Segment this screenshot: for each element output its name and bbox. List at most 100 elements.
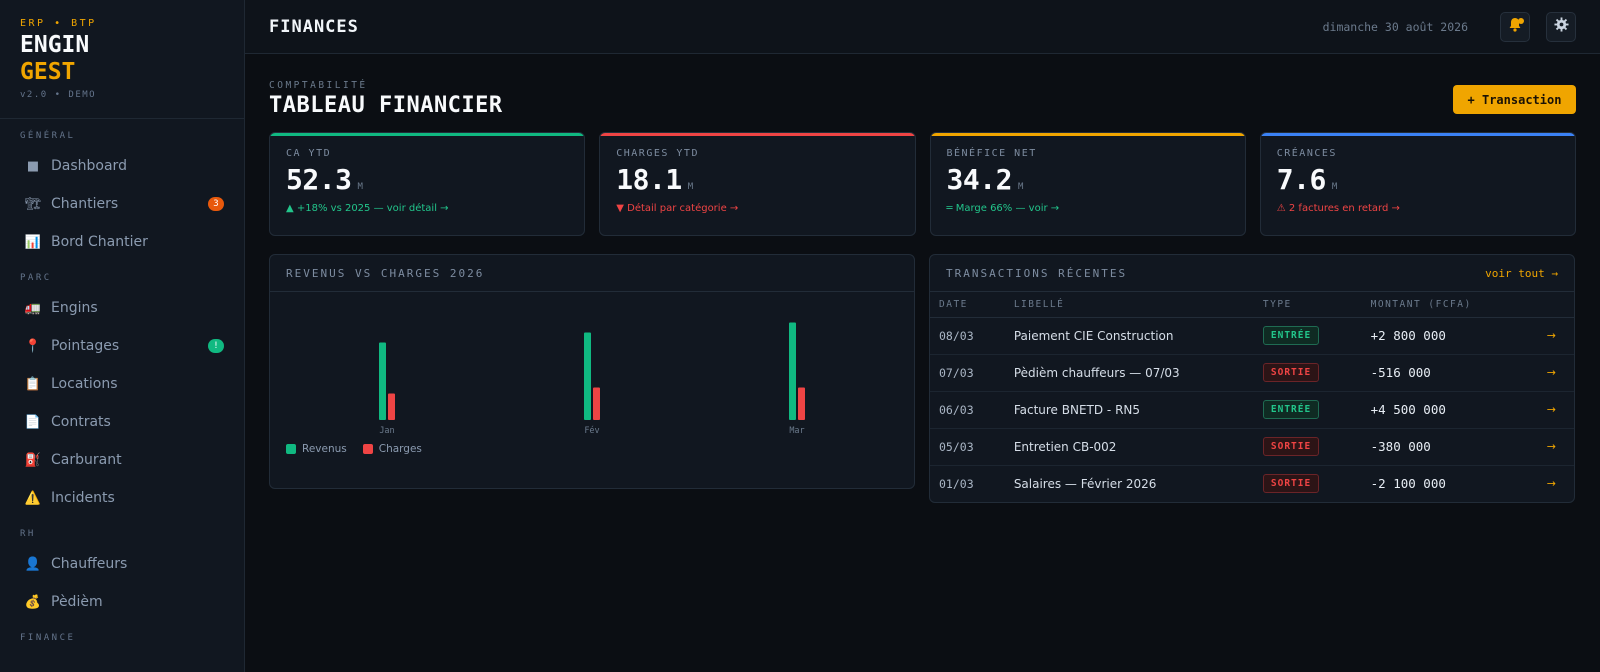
legend-item-revenus: Revenus (286, 443, 347, 455)
nav-section-finance: FINANCE (20, 633, 76, 643)
tx-type-badge: SORTIE (1262, 474, 1320, 493)
chart-title: REVENUS VS CHARGES 2026 (286, 266, 485, 280)
tx-amount: -380 000 (1361, 428, 1531, 466)
kpi-accent-bar (600, 133, 915, 136)
sidebar-item-label: Locations (51, 376, 118, 392)
topbar: FINANCES dimanche 30 août 2026 (245, 0, 1600, 54)
table-row[interactable]: 08/03 Paiement CIE Construction ENTRÉE +… (930, 317, 1574, 355)
sidebar-item-label: Incidents (51, 490, 115, 506)
kpi-accent-bar (1260, 133, 1575, 136)
legend-swatch (286, 444, 296, 454)
kpi-card-creances[interactable]: CRÉANCES 7.6 M ⚠ 2 factures en retard → (1259, 132, 1576, 236)
row-open-arrow-icon[interactable]: → (1531, 465, 1574, 502)
topbar-title: FINANCES (269, 16, 359, 37)
tx-date: 08/03 (930, 317, 1005, 355)
tx-type-cell: ENTRÉE (1253, 317, 1362, 355)
sidebar-item-label: Pèdièm (51, 594, 103, 610)
tx-type-badge: SORTIE (1262, 363, 1320, 382)
bar-revenus-mar[interactable] (789, 322, 796, 421)
sidebar-item-engins[interactable]: 🚛 Engins (0, 289, 244, 327)
kpi-detail-link[interactable]: ═ Marge 66% — voir → (946, 203, 1060, 214)
row-open-arrow-icon[interactable]: → (1531, 354, 1574, 392)
page-header: COMPTABILITÉ TABLEAU FINANCIER + Transac… (269, 74, 1576, 118)
kpi-unit: M (687, 182, 694, 192)
add-transaction-button[interactable]: + Transaction (1453, 85, 1576, 114)
bell-icon (1508, 17, 1522, 36)
sidebar-item-chantiers[interactable]: 🏗 Chantiers 3 (0, 185, 244, 223)
nav-section-general: GÉNÉRAL (20, 131, 76, 141)
sidebar-item-pointages[interactable]: 📍 Pointages! (0, 327, 244, 365)
tx-date: 01/03 (930, 465, 1005, 502)
bar-charges-fev[interactable] (593, 387, 600, 421)
sidebar-item-bord-chantier[interactable]: 📊 Bord Chantier (0, 223, 244, 261)
view-all-link[interactable]: voir tout → (1485, 266, 1558, 280)
kpi-card-charges-ytd[interactable]: CHARGES YTD 18.1 M ▼ Détail par catégorie… (599, 132, 916, 236)
bar-revenus-jan[interactable] (379, 342, 386, 421)
chart-legend: Revenus Charges (270, 443, 914, 455)
incidents-icon: ⚠️ (24, 490, 42, 506)
bar-charges-mar[interactable] (798, 387, 805, 421)
tx-date: 06/03 (930, 391, 1005, 429)
bord-chantier-icon: 📊 (24, 234, 42, 250)
count-badge: ! (208, 339, 224, 353)
sidebar-item-label: Pointages (51, 338, 120, 354)
x-tick-label: Jan (379, 426, 394, 436)
kpi-accent-bar (270, 133, 585, 136)
settings-button[interactable] (1546, 11, 1576, 42)
sidebar-item-pediem[interactable]: 💰 Pèdièm (0, 583, 244, 621)
sidebar-item-label: Chauffeurs (51, 556, 128, 572)
tx-amount: -2 100 000 (1361, 465, 1531, 502)
kpi-detail-link[interactable]: ▼ Détail par catégorie → (616, 203, 739, 214)
engins-icon: 🚛 (24, 300, 42, 316)
table-row[interactable]: 01/03 Salaires — Février 2026 SORTIE -2 … (930, 465, 1574, 502)
tx-date: 05/03 (930, 428, 1005, 466)
kpi-accent-bar (930, 133, 1245, 136)
table-row[interactable]: 07/03 Pèdièm chauffeurs — 07/03 SORTIE -… (930, 354, 1574, 392)
chantiers-icon: 🏗 (24, 196, 42, 212)
legend-swatch (362, 444, 373, 454)
kpi-label: CRÉANCES (1276, 148, 1337, 159)
notification-dot (1518, 17, 1524, 24)
tx-type-cell: ENTRÉE (1253, 391, 1362, 429)
kpi-card-ca-ytd[interactable]: CA YTD 52.3 M ▲ +18% vs 2025 — voir détai… (269, 132, 586, 236)
brand-tag: ERP • BTP (20, 18, 97, 29)
row-open-arrow-icon[interactable]: → (1531, 428, 1574, 466)
row-open-arrow-icon[interactable]: → (1531, 317, 1574, 355)
kpi-detail-link[interactable]: ⚠ 2 factures en retard → (1276, 203, 1400, 214)
sidebar: ERP • BTP ENGIN GEST v2.0 • DEMO GÉNÉRAL… (0, 0, 245, 672)
row-open-arrow-icon[interactable]: → (1531, 391, 1574, 429)
sidebar-item-label: Bord Chantier (51, 234, 148, 250)
sidebar-item-contrats[interactable]: 📄 Contrats (0, 403, 244, 441)
sidebar-item-chauffeurs[interactable]: 👤 Chauffeurs (0, 545, 244, 583)
kpi-card-benefice-net[interactable]: BÉNÉFICE NET 34.2 M ═ Marge 66% — voir → (929, 132, 1246, 236)
kpi-unit: M (357, 182, 363, 192)
current-date: dimanche 30 août 2026 (1322, 19, 1468, 34)
sidebar-item-dashboard[interactable]: ■ Dashboard (0, 147, 244, 185)
column-header-actions (1531, 292, 1574, 318)
sidebar-item-incidents[interactable]: ⚠️ Incidents (0, 479, 244, 517)
sidebar-item-carburant[interactable]: ⛽ Carburant (0, 441, 244, 479)
kpi-label: BÉNÉFICE NET (946, 148, 1037, 159)
bar-revenus-fev[interactable] (584, 332, 591, 421)
kpi-label: CHARGES YTD (616, 148, 699, 159)
notifications-button[interactable] (1500, 11, 1530, 42)
legend-label: Charges (378, 443, 422, 455)
carburant-icon: ⛽ (24, 452, 42, 468)
tx-label: Pèdièm chauffeurs — 07/03 (1004, 354, 1254, 392)
tx-amount: -516 000 (1361, 354, 1531, 392)
kpi-label: CA YTD (286, 148, 332, 159)
transactions-table: DATE LIBELLÉ TYPE MONTANT (FCFA) 08/03 Paie… (930, 292, 1574, 502)
kpi-row: CA YTD 52.3 M ▲ +18% vs 2025 — voir détai… (269, 132, 1576, 236)
sidebar-item-locations[interactable]: 📋 Locations (0, 365, 244, 403)
brand-logo[interactable]: ERP • BTP ENGIN GEST v2.0 • DEMO (0, 0, 244, 119)
tx-label: Salaires — Février 2026 (1004, 465, 1254, 502)
sidebar-item-label: Chantiers (51, 196, 119, 212)
sidebar-item-label: Carburant (51, 452, 122, 468)
kpi-detail-link[interactable]: ▲ +18% vs 2025 — voir détail → (286, 203, 449, 214)
tx-label: Paiement CIE Construction (1004, 317, 1254, 355)
bar-charges-jan[interactable] (388, 393, 395, 421)
x-tick-label: Mar (789, 426, 804, 436)
table-header-row: DATE LIBELLÉ TYPE MONTANT (FCFA) (930, 292, 1574, 318)
table-row[interactable]: 06/03 Facture BNETD - RN5 ENTRÉE +4 500 … (930, 391, 1574, 429)
table-row[interactable]: 05/03 Entretien CB-002 SORTIE -380 000 → (930, 428, 1574, 466)
